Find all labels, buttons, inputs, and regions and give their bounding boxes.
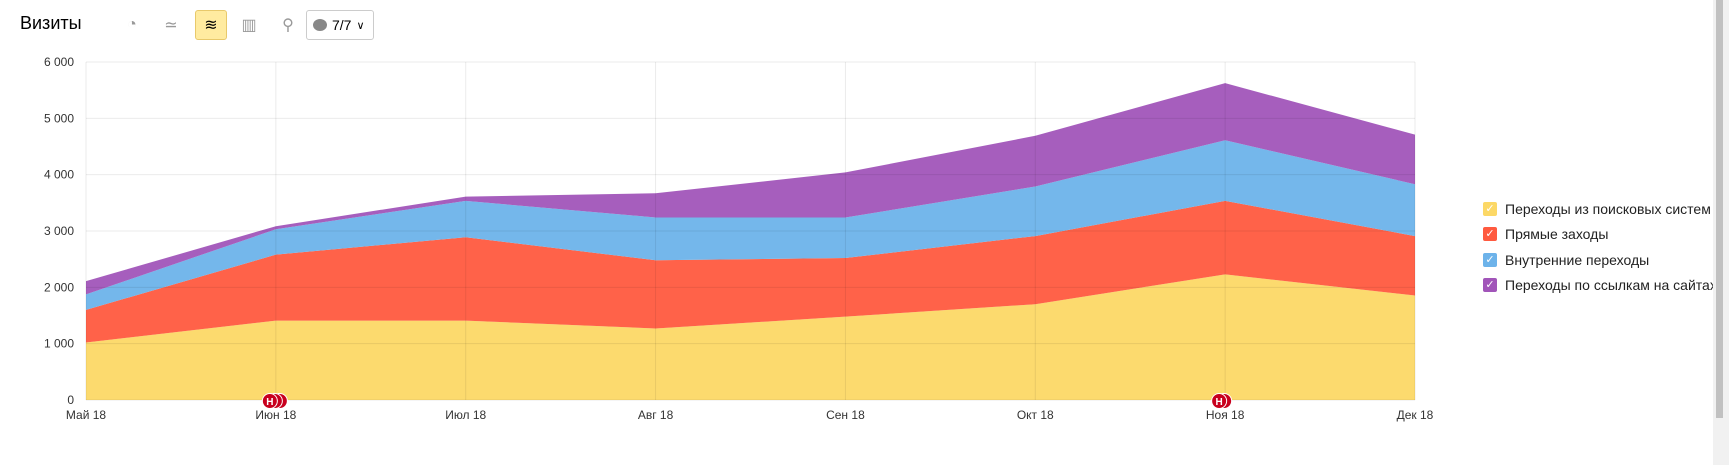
y-tick-label: 4 000 [44, 168, 74, 182]
legend-checkbox-icon[interactable]: ✓ [1483, 252, 1497, 267]
x-tick-label: Июл 18 [445, 408, 486, 422]
scrollbar-thumb[interactable] [1716, 0, 1723, 418]
legend-label: Переходы по ссылкам на сайтах [1505, 277, 1717, 294]
page-title: Визиты [20, 13, 82, 33]
x-tick-label: Сен 18 [826, 408, 865, 422]
y-tick-label: 5 000 [44, 111, 74, 125]
y-tick-label: 3 000 [44, 224, 74, 238]
series-area-4 [86, 83, 1415, 295]
area-chart-button[interactable]: ≋ [195, 10, 227, 40]
legend-checkbox-icon[interactable]: ✓ [1483, 227, 1497, 242]
area-chart: 0 1 000 2 000 3 000 4 000 5 000 6 000 Май 18 Июн… [44, 55, 1434, 422]
map-icon: ⚲ [282, 17, 294, 34]
y-tick-label: 1 000 [44, 337, 74, 351]
line-chart-icon: ≃ [164, 17, 178, 34]
y-tick-label: 6 000 [44, 55, 74, 69]
legend-checkbox-icon[interactable]: ✓ [1483, 201, 1497, 216]
legend-item[interactable]: ✓ Переходы по ссылкам на сайтах [1483, 273, 1717, 299]
legend-label: Переходы из поисковых систем [1505, 200, 1711, 217]
annotation-marker [1211, 393, 1228, 409]
y-tick-label: 2 000 [44, 280, 74, 294]
legend: ✓ Переходы из поисковых систем ✓ Прямые зах… [1483, 196, 1717, 298]
series-area-3 [86, 140, 1415, 310]
series-area-1 [86, 274, 1415, 400]
bar-chart-icon: ▥ [241, 17, 257, 34]
y-tick-label: 0 [67, 393, 74, 407]
chevron-down-icon: ∨ [356, 19, 365, 32]
map-button[interactable]: ⚲ [272, 10, 304, 40]
legend-item[interactable]: ✓ Прямые заходы [1483, 222, 1717, 248]
area-chart-icon: ≋ [204, 17, 218, 34]
legend-checkbox-icon[interactable]: ✓ [1483, 278, 1497, 293]
x-tick-label: Авг 18 [638, 408, 674, 422]
legend-item[interactable]: ✓ Внутренние переходы [1483, 247, 1717, 273]
pie-chart-button[interactable]: ◔ [116, 10, 148, 40]
comment-icon [313, 19, 327, 31]
annotation-label: Н [266, 397, 273, 408]
annotations-count: 7/7 [332, 17, 352, 33]
pie-chart-icon: ◔ [127, 16, 137, 33]
annotations-dropdown[interactable]: 7/7 ∨ [306, 10, 374, 40]
line-chart-button[interactable]: ≃ [155, 10, 187, 40]
x-tick-label: Окт 18 [1017, 408, 1054, 422]
annotation-marker [261, 393, 278, 409]
legend-label: Внутренние переходы [1505, 251, 1650, 268]
x-tick-label: Дек 18 [1397, 408, 1434, 422]
series-area-2 [86, 200, 1415, 343]
bar-chart-button[interactable]: ▥ [233, 10, 265, 40]
legend-item[interactable]: ✓ Переходы из поисковых систем [1483, 196, 1717, 222]
x-tick-label: Ноя 18 [1206, 408, 1245, 422]
x-tick-label: Май 18 [66, 408, 107, 422]
legend-label: Прямые заходы [1505, 226, 1609, 243]
annotation-label: Н [1216, 397, 1223, 408]
x-tick-label: Июн 18 [255, 408, 296, 422]
